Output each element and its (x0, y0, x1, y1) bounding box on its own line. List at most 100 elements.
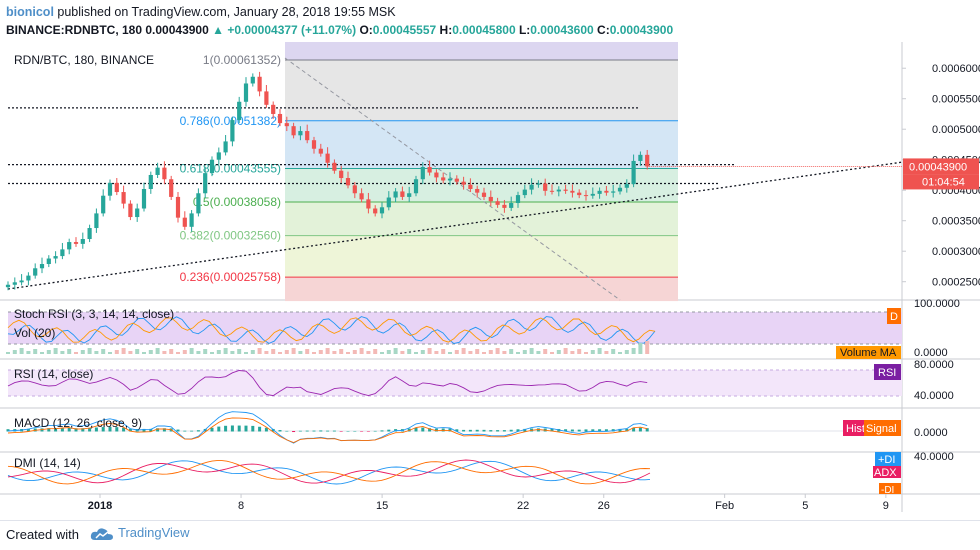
volume-bar (244, 352, 248, 354)
macd-histogram-bar (638, 427, 642, 432)
stoch-d-line (7, 317, 656, 343)
volume-bar (128, 351, 133, 354)
volume-bar (162, 351, 167, 354)
macd-histogram-bar (645, 428, 649, 432)
close-label: C: (597, 23, 610, 37)
candle (577, 192, 582, 196)
macd-signal-tag (864, 420, 901, 436)
rsi-line (7, 370, 648, 397)
macd-histogram-bar (434, 428, 438, 432)
macd-histogram-bar (550, 428, 554, 432)
volume-bar (366, 351, 371, 354)
macd-histogram-bar (455, 429, 459, 432)
price-tick-label: 0.00050000 (932, 124, 980, 136)
fib-label-0.382: 0.382(0.00032560) (180, 229, 281, 243)
publisher-name[interactable]: bionicol (6, 5, 54, 19)
volume-bar (407, 349, 412, 354)
tradingview-logo[interactable]: TradingView (90, 525, 190, 541)
macd-title: MACD (12, 26, close, 9) (14, 416, 142, 430)
volume-bar (611, 349, 616, 354)
countdown-label: 01:04:54 (922, 176, 965, 188)
volume-bar (604, 351, 609, 354)
time-tick-label: 26 (598, 500, 610, 512)
candle (101, 195, 106, 214)
macd-histogram-bar (353, 430, 357, 432)
macd-histogram-bar (496, 430, 500, 432)
candle (549, 190, 555, 192)
volume-bar (210, 352, 214, 354)
candle (427, 167, 432, 173)
macd-histogram-bar (319, 430, 323, 432)
volume-ma-tag (836, 346, 901, 359)
candle (189, 213, 194, 227)
candle (339, 170, 344, 179)
rsi-axis-40: 40.0000 (914, 390, 954, 402)
candle (638, 154, 643, 161)
volume-bar (645, 341, 650, 354)
volume-bar (441, 349, 446, 354)
dmi-axis-40: 40.0000 (914, 451, 954, 463)
price-tick-label: 0.00025000 (932, 277, 980, 289)
candles (5, 71, 650, 291)
candle (434, 172, 439, 178)
volume-bar (584, 352, 588, 354)
volume-bar (67, 349, 72, 354)
volume-bar (12, 350, 17, 354)
fib-band-extension (285, 42, 678, 60)
candle (39, 264, 45, 269)
rsi-band (8, 370, 902, 396)
candle (366, 199, 371, 209)
volume-bar (597, 348, 602, 354)
macd-histogram-bar (591, 429, 595, 432)
volume-bar (264, 351, 269, 354)
symbol-info: BINANCE:RDNBTC, 180 0.00043900 ▲ +0.0000… (6, 23, 673, 37)
candle (135, 208, 140, 218)
macd-histogram-bar (468, 429, 472, 432)
dmi-adx-line (7, 459, 651, 484)
open-label: O: (359, 23, 373, 37)
macd-histogram-bar (54, 428, 58, 432)
candle (182, 217, 187, 227)
candle (114, 182, 119, 193)
price-tick-label: 0.00060000 (932, 63, 980, 75)
chart-area[interactable]: 1(0.00061352) 0.786(0.00051382) 0.618(0.00… (0, 42, 980, 520)
volume-bar (359, 348, 364, 354)
candle (155, 167, 160, 175)
countdown-tag (903, 174, 979, 190)
candle (257, 76, 262, 92)
candle (502, 204, 507, 208)
macd-histogram-bar (183, 430, 187, 432)
macd-histogram-bar (210, 427, 214, 432)
candle (196, 193, 201, 214)
volume-bar (291, 348, 296, 354)
macd-signal-line (7, 417, 648, 443)
volume-bar (142, 352, 146, 354)
macd-histogram-bar (176, 429, 180, 432)
volume-bar (203, 349, 208, 354)
candle (617, 187, 623, 192)
macd-histogram-bar (598, 429, 602, 432)
close-value: 0.00043900 (609, 23, 674, 37)
macd-histogram-bar (6, 429, 10, 432)
candle (291, 126, 296, 136)
fib-trend-line (284, 57, 621, 301)
volume-bar (237, 349, 242, 354)
fib-band (285, 59, 678, 121)
macd-histogram-bar (122, 427, 126, 432)
macd-histogram-bar (564, 429, 568, 432)
volume-bar (516, 352, 520, 354)
fib-label-0.5: 0.5(0.00038058) (193, 195, 281, 209)
cloud-icon (90, 527, 113, 540)
volume-bar (543, 349, 548, 354)
volume-bar (509, 349, 514, 354)
price-tick-label: 0.00055000 (932, 94, 980, 106)
volume-bar (80, 350, 85, 354)
macd-histogram-bar (326, 430, 330, 432)
candle (441, 177, 446, 181)
volume-bar (176, 352, 180, 354)
volume-bar (284, 350, 289, 354)
chart-svg[interactable]: 1(0.00061352) 0.786(0.00051382) 0.618(0.00… (0, 42, 980, 520)
macd-histogram-bar (128, 428, 132, 432)
volume-bar (454, 350, 459, 354)
candle (209, 159, 215, 174)
